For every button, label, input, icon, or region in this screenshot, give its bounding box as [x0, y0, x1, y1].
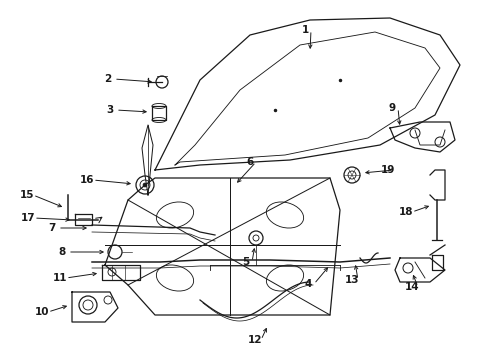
Text: 5: 5: [242, 257, 249, 267]
Text: 7: 7: [48, 223, 56, 233]
Text: 8: 8: [58, 247, 65, 257]
Text: 12: 12: [247, 335, 262, 345]
Text: 19: 19: [380, 165, 394, 175]
Text: 6: 6: [246, 157, 253, 167]
Text: 3: 3: [106, 105, 113, 115]
Text: 2: 2: [104, 74, 111, 84]
Text: 11: 11: [53, 273, 67, 283]
Text: 13: 13: [344, 275, 359, 285]
Text: 15: 15: [20, 190, 34, 200]
Text: 14: 14: [404, 282, 418, 292]
Text: 10: 10: [35, 307, 49, 317]
Circle shape: [142, 183, 147, 187]
Text: 9: 9: [387, 103, 395, 113]
Text: 16: 16: [80, 175, 94, 185]
Text: 4: 4: [304, 279, 311, 289]
Text: 18: 18: [398, 207, 412, 217]
Text: 17: 17: [20, 213, 35, 223]
Text: 1: 1: [301, 25, 308, 35]
